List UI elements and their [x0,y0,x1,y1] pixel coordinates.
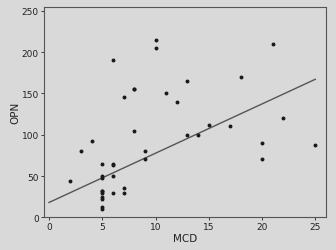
Point [185,133,190,137]
Point [89,140,94,144]
Y-axis label: OPN: OPN [10,102,20,124]
Point [227,125,233,129]
Point [259,158,265,162]
Point [142,158,148,162]
Point [131,129,137,133]
Point [110,163,116,167]
Point [153,47,158,51]
Point [121,191,126,195]
Point [99,176,105,180]
Point [99,206,105,210]
Point [110,59,116,63]
Point [185,80,190,84]
Point [99,174,105,178]
Point [78,150,84,154]
Point [99,189,105,193]
Point [121,96,126,100]
Point [196,133,201,137]
Point [99,162,105,166]
Point [281,117,286,121]
Point [153,38,158,42]
Point [99,207,105,211]
Point [270,42,276,46]
Point [312,143,318,147]
Point [238,76,243,80]
Point [259,142,265,146]
Point [68,179,73,183]
Point [131,88,137,92]
Point [164,92,169,96]
Point [121,187,126,191]
Point [142,150,148,154]
Point [174,100,179,104]
Point [99,191,105,195]
Point [110,164,116,168]
Point [206,123,211,127]
Point [99,195,105,199]
Point [110,191,116,195]
Point [110,174,116,178]
Point [99,189,105,193]
Point [99,198,105,202]
Point [131,88,137,92]
X-axis label: MCD: MCD [173,233,197,243]
